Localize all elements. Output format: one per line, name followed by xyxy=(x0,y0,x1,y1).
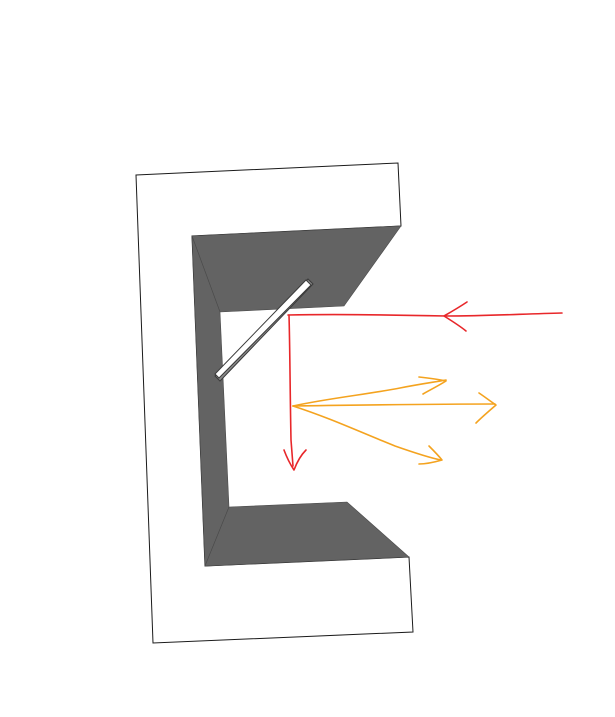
reflected-red-ray xyxy=(283,314,307,471)
orange-middle-arrowhead-icon xyxy=(475,392,497,424)
orange-lower-arrowhead-icon xyxy=(418,445,443,465)
orange-arrows xyxy=(292,376,497,465)
incident-red-ray xyxy=(287,301,563,332)
orange-middle-arrow-line xyxy=(292,403,496,407)
orange-upper-arrow-line xyxy=(292,379,447,407)
slanted-mirror xyxy=(214,278,314,382)
reflected-ray-line xyxy=(288,314,294,467)
reflected-arrowhead-icon xyxy=(283,449,307,471)
c-shaped-block xyxy=(135,162,414,644)
incident-arrowhead-icon xyxy=(443,301,468,332)
cavity-bottom-wall xyxy=(204,501,410,567)
orange-upper-arrowhead-icon xyxy=(418,376,447,395)
orange-lower-arrow-line xyxy=(292,405,442,461)
incident-ray-line xyxy=(287,312,563,317)
mirror-face xyxy=(214,279,312,379)
